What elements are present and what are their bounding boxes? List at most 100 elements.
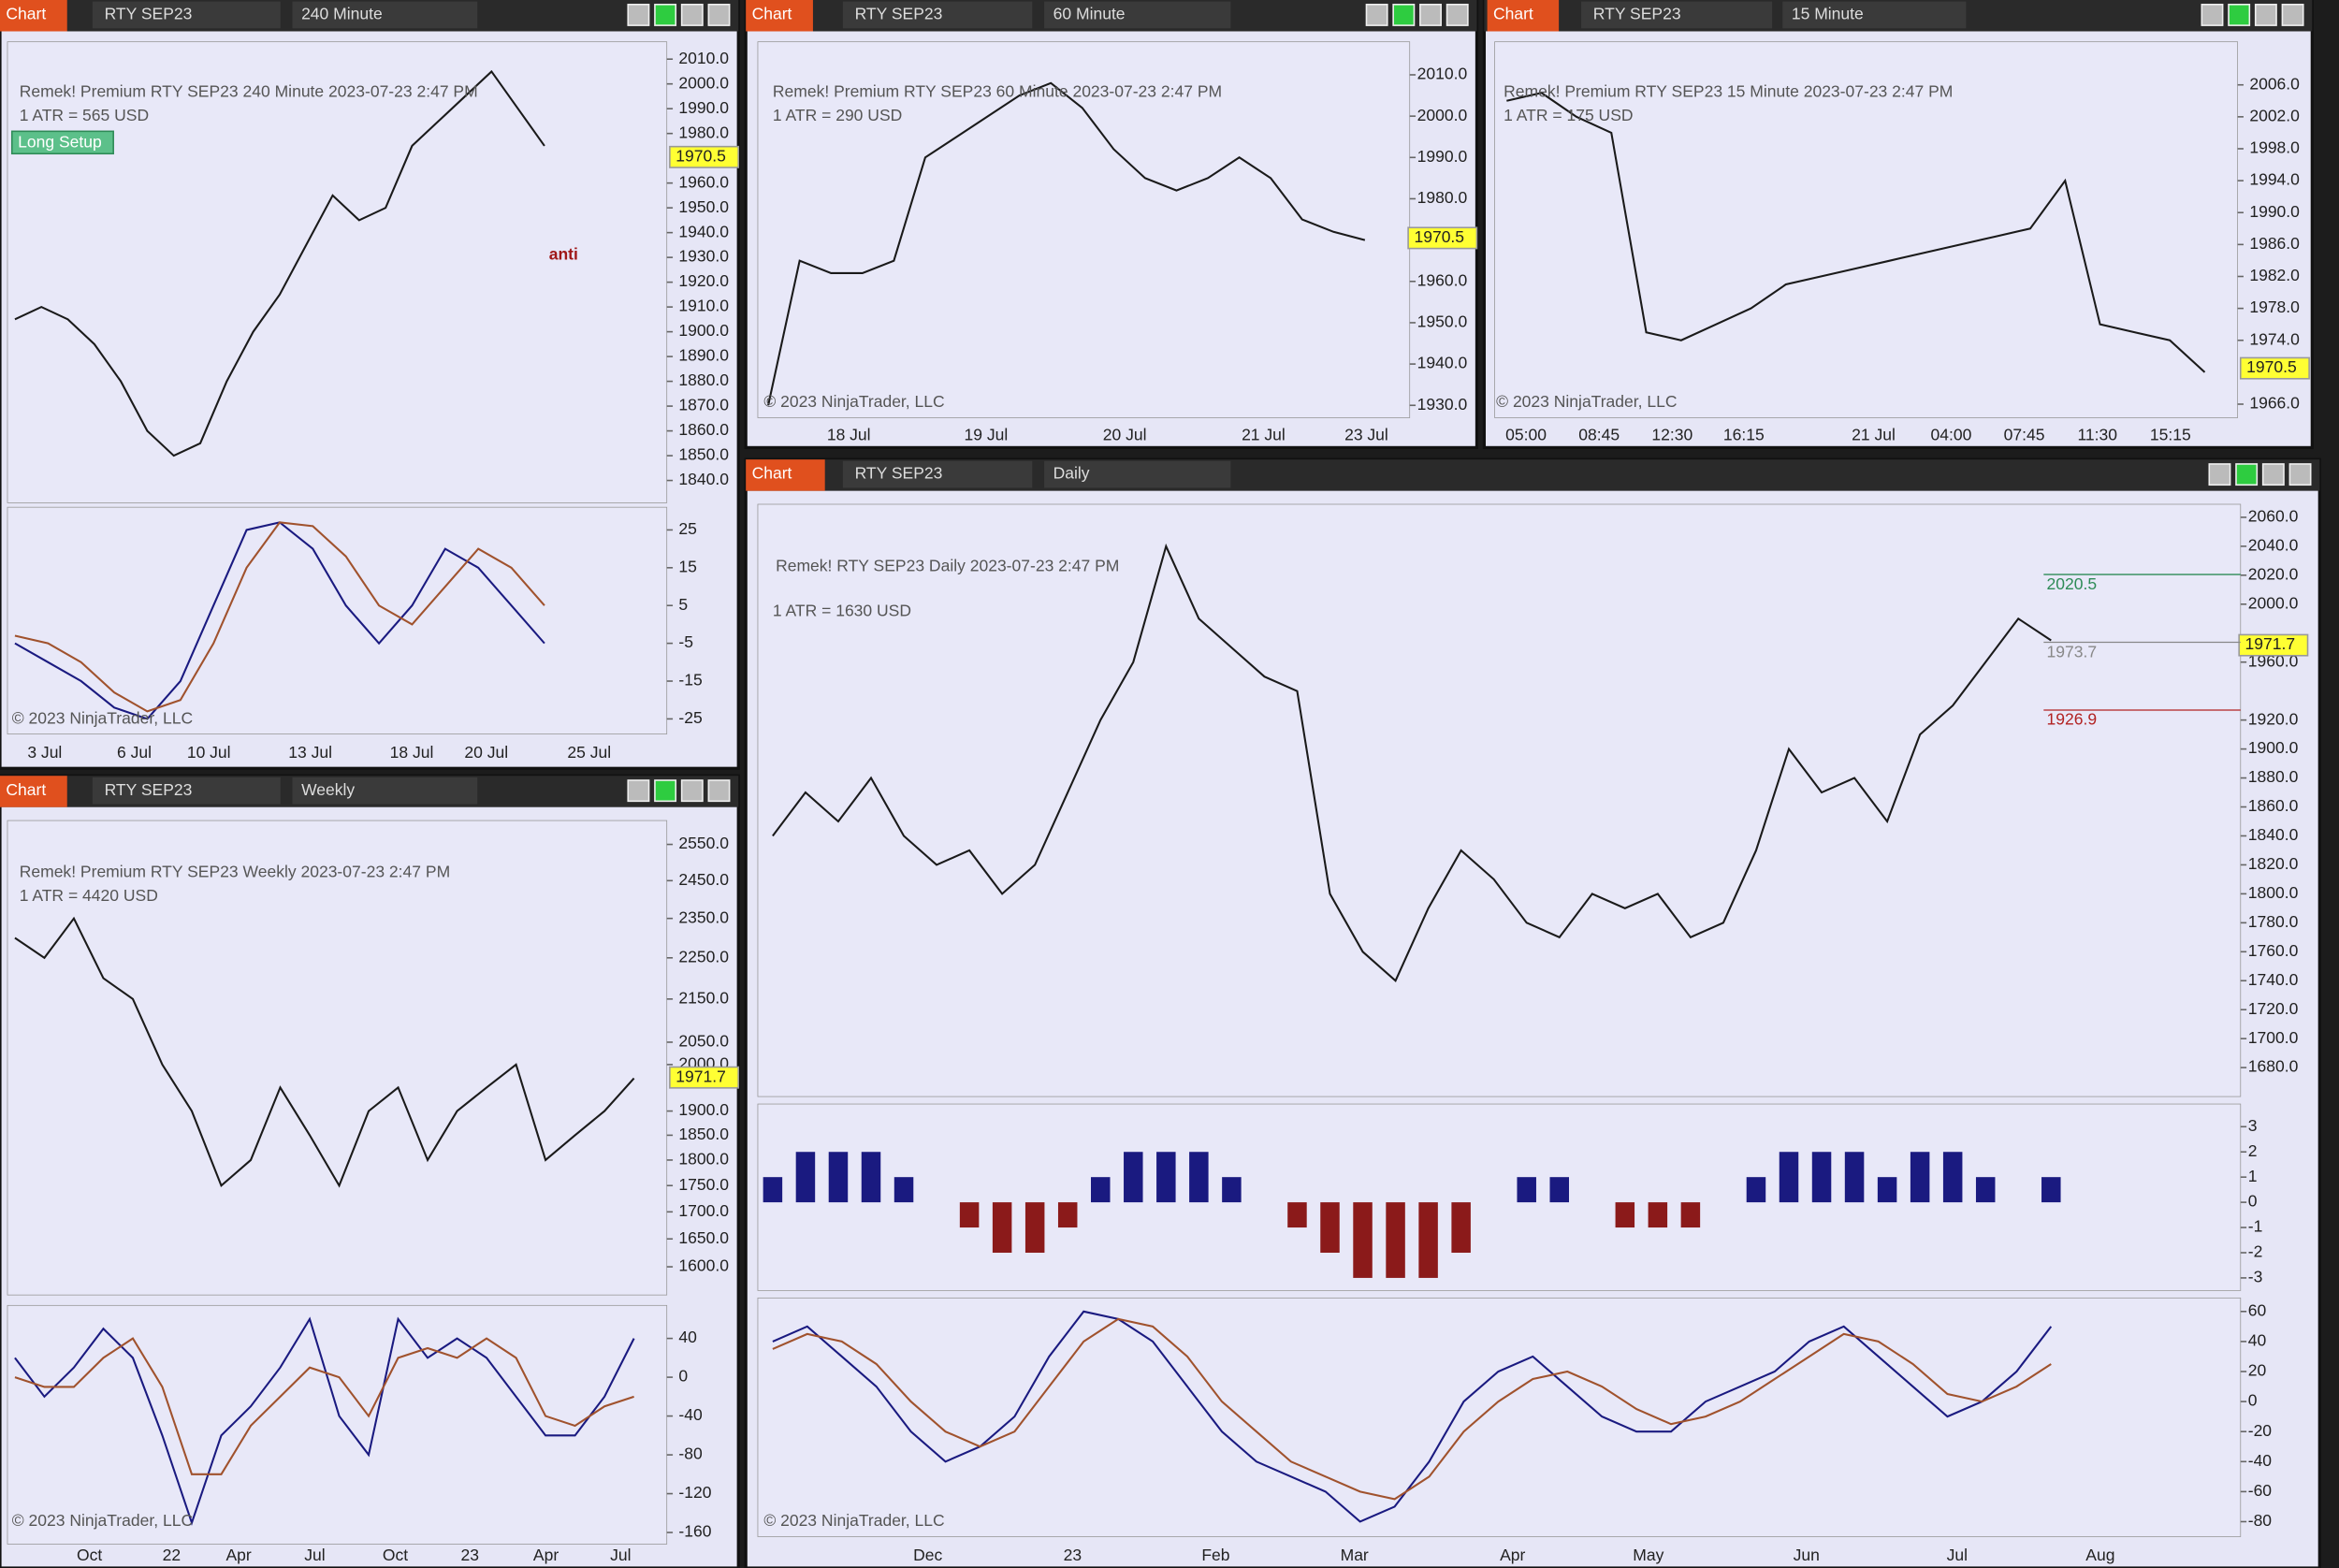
window-button[interactable] [1392,3,1416,26]
histogram-bar [1386,1202,1405,1278]
y-tick-label: 5 [678,595,688,614]
interval-label: Weekly [301,780,355,799]
chart-tab[interactable] [746,0,813,32]
copyright: © 2023 NinjaTrader, LLC [763,392,944,411]
window-button[interactable] [680,3,704,26]
y-tick-label: 3 [2248,1116,2258,1135]
histogram-bar [959,1202,980,1228]
interval-dropdown[interactable] [1782,1,1967,29]
histogram-bar [795,1152,816,1203]
chart-tab[interactable] [0,0,67,32]
x-tick-label: 18 Jul [827,425,871,443]
window-button[interactable] [2281,3,2304,26]
last-price-label: 1971.7 [676,1067,726,1085]
instrument-dropdown[interactable] [92,777,281,805]
window-button[interactable] [654,779,677,803]
y-tick-label: 2000.0 [678,73,729,92]
y-tick-label: 1900.0 [678,321,729,340]
histogram-bar [1091,1177,1111,1203]
y-tick-label: 1980.0 [678,123,729,141]
window-button[interactable] [2201,3,2224,26]
atr-label: 1 ATR = 4420 USD [20,886,158,905]
y-tick-label: 1900.0 [678,1100,729,1119]
window-button[interactable] [707,3,731,26]
window-button[interactable] [2228,3,2251,26]
y-tick-label: 1994.0 [2249,170,2300,189]
level-label: 1926.9 [2047,710,2098,729]
price-line [1506,92,2206,373]
window-button[interactable] [1365,3,1388,26]
window-button[interactable] [1446,3,1469,26]
y-tick-label: 1910.0 [678,297,729,315]
instrument-dropdown[interactable] [1581,1,1773,29]
y-tick-label: 1890.0 [678,346,729,365]
y-tick-label: 1650.0 [678,1228,729,1247]
y-tick-label: 1990.0 [2249,202,2300,221]
chart-tab-label: Chart [1493,5,1533,23]
price-line [14,916,635,1188]
setup-badge-label: Long Setup [18,133,102,152]
atr-label: 1 ATR = 565 USD [20,106,149,124]
y-tick-label: 2010.0 [678,49,729,67]
chart-tab[interactable] [746,459,825,491]
y-tick-label: 2150.0 [678,988,729,1007]
histogram-bar [1811,1152,1832,1203]
window-button[interactable] [2254,3,2277,26]
copyright: © 2023 NinjaTrader, LLC [763,1511,944,1530]
window-button[interactable] [707,779,731,803]
histogram-bar [1287,1202,1307,1228]
x-tick-label: 13 Jul [288,743,332,762]
histogram-bar [893,1177,914,1203]
histogram-bar [1549,1177,1569,1203]
histogram-bar [861,1152,881,1203]
interval-dropdown[interactable] [292,1,478,29]
window-button[interactable] [2235,463,2259,486]
y-tick-label: 1920.0 [678,271,729,290]
y-tick-label: 1740.0 [2248,970,2299,989]
x-tick-label: Feb [1201,1546,1229,1564]
y-tick-label: 1700.0 [678,1201,729,1220]
y-tick-label: -40 [678,1405,703,1424]
y-tick-label: 1998.0 [2249,138,2300,157]
chart-tab[interactable] [1487,0,1560,32]
y-tick-label: 1990.0 [1417,147,1468,166]
interval-dropdown[interactable] [292,777,478,805]
instrument-dropdown[interactable] [842,1,1033,29]
interval-dropdown[interactable] [1044,460,1231,488]
x-tick-label: 04:00 [1931,425,1972,443]
y-tick-label: 1850.0 [678,445,729,464]
histogram-bar [1517,1177,1536,1203]
window-button[interactable] [654,3,677,26]
window-button[interactable] [627,779,650,803]
chart-tab-label: Chart [6,5,46,23]
y-tick-label: 0 [2248,1391,2258,1410]
y-tick-label: 1870.0 [678,396,729,414]
copyright: © 2023 NinjaTrader, LLC [12,708,193,727]
chart-tab[interactable] [0,776,67,807]
window-button[interactable] [2261,463,2285,486]
pane [757,1297,2242,1537]
x-tick-label: 16:15 [1723,425,1765,443]
chart-info: Remek! Premium RTY SEP23 15 Minute 2023-… [1504,81,1953,100]
instrument-dropdown[interactable] [842,460,1033,488]
window-button[interactable] [2288,463,2312,486]
y-tick-label: 1880.0 [678,370,729,389]
histogram-bar [763,1177,783,1203]
instrument-dropdown[interactable] [92,1,281,29]
window-button[interactable] [1419,3,1442,26]
x-tick-label: 23 [1064,1546,1082,1564]
interval-dropdown[interactable] [1044,1,1231,29]
y-tick-label: -5 [678,632,693,651]
y-tick-label: 20 [2248,1361,2267,1380]
y-tick-label: 1978.0 [2249,298,2300,316]
window-button[interactable] [2208,463,2231,486]
y-tick-label: 2250.0 [678,947,729,965]
y-tick-label: 1940.0 [1417,354,1468,372]
x-tick-label: May [1633,1546,1663,1564]
x-tick-label: 18 Jul [390,743,434,762]
x-tick-label: Jun [1794,1546,1820,1564]
histogram-bar [1975,1177,1996,1203]
window-button[interactable] [627,3,650,26]
window-button[interactable] [680,779,704,803]
pane [1494,41,2238,418]
